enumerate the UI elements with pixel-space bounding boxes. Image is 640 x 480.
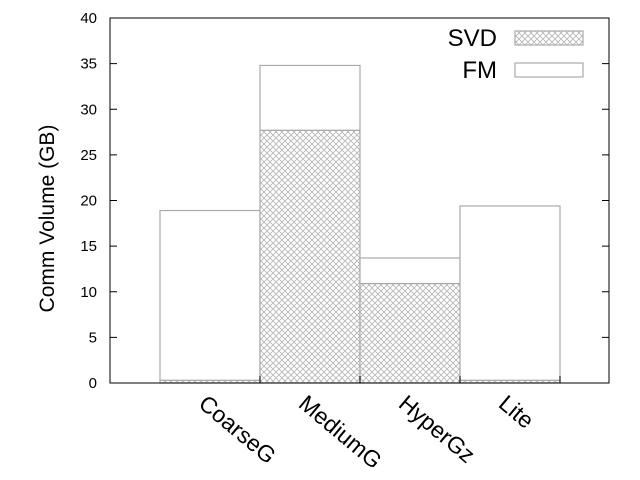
y-axis: 0 5 10 15 20 25 30 35 40 [80, 10, 609, 392]
bar-fm-hypergz [359, 257, 461, 285]
y-tick-label: 5 [89, 329, 97, 346]
y-tick-label: 35 [80, 56, 97, 73]
legend-label-svd: SVD [448, 25, 497, 52]
legend-label-fm: FM [462, 57, 497, 84]
y-tick-label: 15 [80, 238, 97, 255]
y-tick-label: 20 [80, 193, 97, 210]
x-tick-label-mediumg: MediumG [294, 390, 387, 474]
y-tick-label: 30 [80, 101, 97, 118]
bar-fm-lite [459, 205, 561, 381]
bar-fm-mediumg [259, 64, 361, 131]
bar-svd-hypergz [359, 282, 461, 384]
y-tick-label: 40 [80, 10, 97, 27]
y-tick-label: 10 [80, 284, 97, 301]
x-tick-label-hypergz: HyperGz [394, 390, 480, 468]
bars-layer [159, 64, 561, 384]
x-axis: CoarseG MediumG HyperGz Lite [194, 376, 561, 474]
y-axis-title: Comm Volume (GB) [36, 125, 59, 313]
y-tick-label: 25 [80, 147, 97, 164]
legend: SVD FM [448, 25, 584, 84]
legend-swatch-svd [514, 30, 584, 46]
x-tick-label-lite: Lite [494, 390, 539, 434]
bar-svd-mediumg [259, 129, 361, 384]
bar-fm-coarseg [159, 209, 261, 381]
x-tick-label-coarseg: CoarseG [194, 390, 281, 469]
legend-swatch-fm [514, 62, 584, 78]
y-tick-label: 0 [89, 375, 97, 392]
